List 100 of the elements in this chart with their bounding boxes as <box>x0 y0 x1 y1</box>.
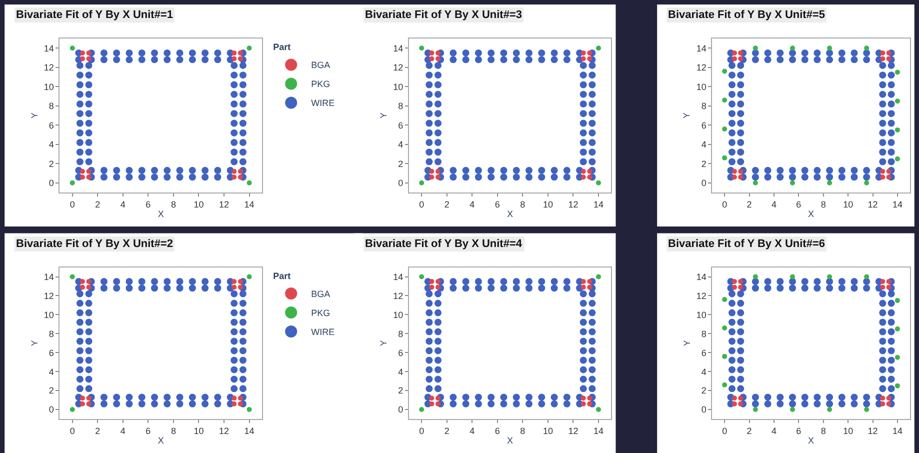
point <box>894 98 900 104</box>
point <box>722 155 728 160</box>
x-axis-title: X <box>158 209 164 220</box>
point <box>86 284 92 290</box>
x-tick-label: 10 <box>194 199 204 210</box>
y-tick-label: 0 <box>701 404 706 415</box>
point <box>722 98 728 103</box>
point <box>580 168 586 174</box>
point <box>80 279 85 284</box>
y-tick-label: 2 <box>48 386 54 396</box>
x-tick-label: 14 <box>244 199 254 210</box>
point <box>86 56 92 62</box>
y-tick-label: 4 <box>398 140 404 150</box>
x-tick-label: 10 <box>843 199 854 210</box>
point <box>436 50 441 56</box>
point <box>886 174 892 180</box>
y-tick-label: 8 <box>48 328 54 339</box>
x-tick-label: 6 <box>796 199 802 210</box>
point <box>894 156 900 162</box>
y-axis-title: Y <box>29 112 40 119</box>
x-tick-label: 12 <box>218 199 230 210</box>
x-tick-label: 8 <box>170 426 176 436</box>
point <box>232 284 237 290</box>
legend-label: PKG <box>311 308 330 318</box>
point <box>580 396 586 401</box>
point <box>894 70 900 75</box>
point <box>238 401 243 406</box>
point <box>419 46 424 51</box>
y-tick-label: 2 <box>398 386 404 396</box>
x-tick-label: 8 <box>170 199 176 210</box>
x-axis-title: X <box>808 436 814 446</box>
point <box>894 298 900 303</box>
x-tick-label: 8 <box>520 426 526 436</box>
point <box>752 274 758 280</box>
point <box>790 180 795 186</box>
point <box>429 168 434 174</box>
y-tick-label: 0 <box>398 178 404 188</box>
y-tick-label: 2 <box>48 158 54 169</box>
x-tick-label: 2 <box>95 426 100 436</box>
y-axis-title: Y <box>29 340 40 346</box>
point <box>232 56 237 62</box>
y-tick-label: 0 <box>701 178 706 188</box>
y-tick-label: 4 <box>398 366 404 377</box>
point <box>738 279 744 284</box>
x-tick-label: 14 <box>593 199 604 210</box>
point <box>880 174 886 180</box>
point <box>596 274 601 280</box>
point <box>752 46 758 51</box>
x-tick-label: 8 <box>520 199 526 210</box>
x-tick-label: 12 <box>568 199 578 210</box>
legend-label: WIRE <box>311 98 335 108</box>
legend-title: Part <box>273 270 291 281</box>
x-tick-label: 4 <box>470 199 475 210</box>
point <box>587 284 592 290</box>
point <box>86 279 92 284</box>
point <box>436 56 441 62</box>
point <box>232 401 237 406</box>
chart-title: Bivariate Fit of Y By X Unit#=3 <box>365 9 522 21</box>
y-axis-title: Y <box>682 112 692 119</box>
point <box>732 174 737 180</box>
point <box>880 50 886 56</box>
point <box>722 126 728 132</box>
x-axis-title: X <box>158 436 164 446</box>
point <box>738 284 744 290</box>
point <box>429 401 434 406</box>
point <box>86 168 92 174</box>
point <box>894 127 900 132</box>
x-tick-label: 0 <box>419 426 424 436</box>
x-tick-label: 2 <box>746 426 752 436</box>
point <box>827 180 832 186</box>
point <box>70 407 75 412</box>
point <box>722 382 728 388</box>
x-tick-label: 6 <box>796 426 802 436</box>
y-tick-label: 12 <box>44 62 54 73</box>
legend-label: WIRE <box>311 326 335 337</box>
point <box>596 407 601 412</box>
point <box>436 174 441 180</box>
point <box>886 401 892 406</box>
point <box>436 168 441 174</box>
x-tick-label: 10 <box>542 199 553 210</box>
point <box>80 174 85 180</box>
y-tick-label: 6 <box>398 348 404 358</box>
y-tick-label: 8 <box>701 328 706 339</box>
y-tick-label: 4 <box>701 140 706 150</box>
point <box>80 168 85 174</box>
point <box>827 46 832 51</box>
x-tick-label: 6 <box>494 199 500 210</box>
point <box>246 407 252 412</box>
point <box>436 401 441 406</box>
point <box>429 284 434 290</box>
x-tick-label: 14 <box>892 426 902 436</box>
chart-title: Bivariate Fit of Y By X Unit#=6 <box>668 238 826 250</box>
point <box>580 174 586 180</box>
point <box>880 56 886 62</box>
point <box>732 168 737 174</box>
legend-title: Part <box>273 42 291 52</box>
y-tick-label: 6 <box>398 120 404 130</box>
point <box>864 46 870 51</box>
point <box>80 56 85 62</box>
legend-label: BGA <box>311 60 330 70</box>
